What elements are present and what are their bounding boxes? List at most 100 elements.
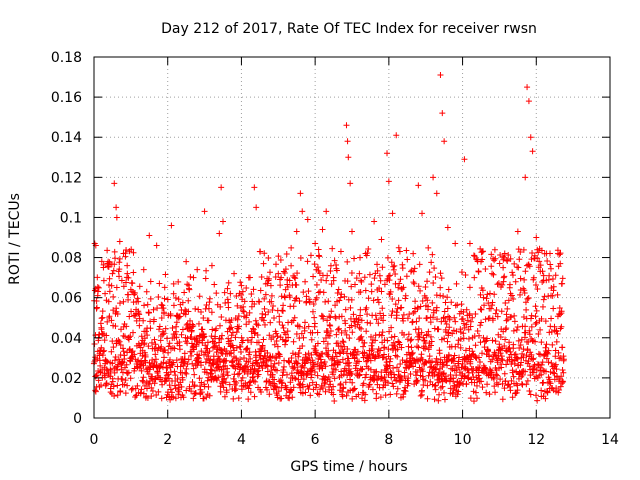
data-point	[497, 333, 504, 340]
data-point	[543, 355, 550, 362]
data-point	[322, 388, 329, 395]
data-point	[158, 343, 165, 350]
data-point	[552, 353, 559, 360]
data-point	[533, 367, 540, 374]
data-point	[530, 274, 537, 281]
data-point	[172, 372, 179, 379]
data-point	[392, 352, 399, 359]
data-point	[414, 377, 421, 384]
data-point	[324, 317, 331, 324]
data-point	[136, 311, 143, 318]
data-point	[461, 156, 468, 163]
data-point	[378, 288, 385, 295]
data-point	[199, 326, 206, 333]
data-point	[401, 373, 408, 380]
data-point	[515, 246, 522, 253]
data-point	[218, 332, 225, 339]
data-point	[93, 297, 100, 304]
data-point	[106, 288, 113, 295]
data-point	[393, 312, 400, 319]
data-point	[125, 336, 132, 343]
data-point	[440, 293, 447, 300]
data-point	[280, 369, 287, 376]
data-point	[392, 271, 399, 278]
data-point	[409, 319, 416, 326]
data-point	[542, 318, 549, 325]
data-point	[123, 323, 130, 330]
data-point	[543, 388, 550, 395]
data-point	[178, 383, 185, 390]
data-point	[353, 351, 360, 358]
y-axis-tick-labels: 0 0.02 0.04 0.06 0.08 0.1 0.12 0.14 0.16 0.18	[51, 50, 82, 427]
data-point	[191, 391, 198, 398]
data-point	[284, 371, 291, 378]
data-point	[232, 355, 239, 362]
data-point	[342, 327, 349, 334]
data-point	[346, 359, 353, 366]
data-point	[342, 379, 349, 386]
data-point	[251, 184, 258, 191]
data-point	[464, 367, 471, 374]
data-point	[356, 270, 363, 277]
data-point	[534, 285, 541, 292]
data-point	[345, 355, 352, 362]
data-point	[497, 376, 504, 383]
data-point	[366, 381, 373, 388]
data-point	[515, 264, 522, 271]
data-point	[260, 317, 267, 324]
data-point	[234, 371, 241, 378]
data-point	[534, 255, 541, 262]
data-point	[506, 339, 513, 346]
data-point	[239, 288, 246, 295]
data-point	[232, 334, 239, 341]
data-point	[300, 289, 307, 296]
data-point	[286, 277, 293, 284]
data-point	[460, 309, 467, 316]
data-point	[164, 335, 171, 342]
data-point	[382, 392, 389, 399]
data-point	[273, 383, 280, 390]
data-point	[155, 388, 162, 395]
data-point	[493, 371, 500, 378]
data-point	[332, 315, 339, 322]
data-point	[181, 289, 188, 296]
data-point	[123, 247, 130, 254]
data-point	[356, 371, 363, 378]
data-point	[217, 359, 224, 366]
data-point	[557, 250, 564, 257]
data-point	[314, 340, 321, 347]
data-point	[548, 359, 555, 366]
data-point	[372, 337, 379, 344]
chart-title: Day 212 of 2017, Rate Of TEC Index for r…	[161, 21, 537, 37]
data-point	[131, 351, 138, 358]
data-point	[250, 326, 257, 333]
data-point	[392, 301, 399, 308]
data-point	[462, 271, 469, 278]
data-point	[498, 364, 505, 371]
data-point	[381, 344, 388, 351]
data-point	[495, 381, 502, 388]
data-point	[288, 262, 295, 269]
data-point	[367, 366, 374, 373]
data-point	[387, 288, 394, 295]
data-point	[546, 272, 553, 279]
data-point	[138, 367, 145, 374]
data-point	[528, 323, 535, 330]
data-point	[389, 380, 396, 387]
data-point	[404, 315, 411, 322]
data-point	[435, 369, 442, 376]
data-point	[249, 374, 256, 381]
data-point	[220, 371, 227, 378]
data-point	[532, 338, 539, 345]
data-point	[238, 282, 245, 289]
data-point	[183, 370, 190, 377]
data-point	[555, 349, 562, 356]
data-point	[357, 306, 364, 313]
data-point	[271, 380, 278, 387]
data-point	[395, 244, 402, 251]
data-point	[558, 308, 565, 315]
data-point	[291, 274, 298, 281]
y-tick-label: 0.16	[51, 90, 82, 106]
data-point	[409, 349, 416, 356]
data-point	[147, 278, 154, 285]
